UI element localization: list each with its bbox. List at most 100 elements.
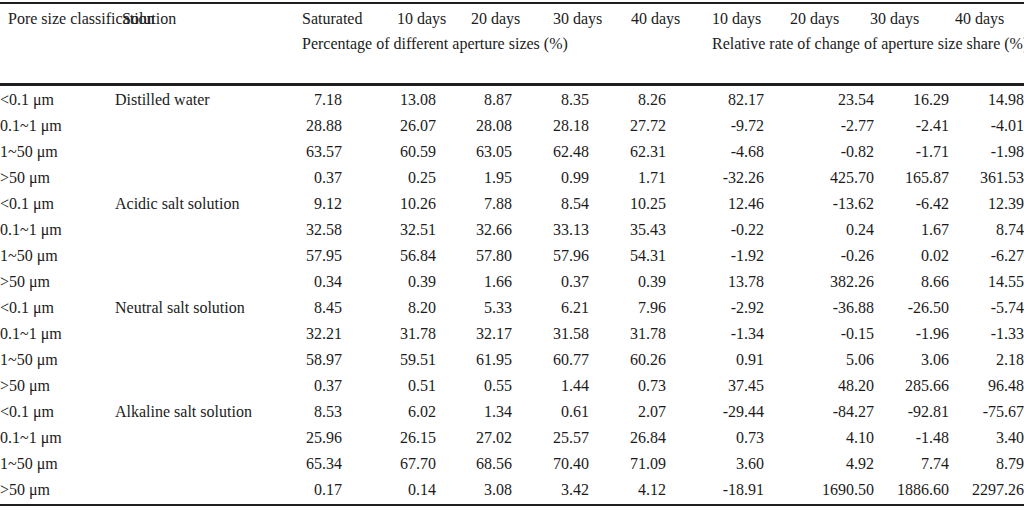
table-row: >50 μm 0.37 0.51 0.55 1.44 0.73 37.45 48…: [0, 373, 1024, 399]
column-header-20-days-rate: 20 days: [790, 9, 839, 28]
value-cell-30-days-rate: -6.42: [874, 191, 949, 217]
value-cell-saturated: 9.12: [295, 191, 342, 217]
value-cell-10-days-pct: 0.51: [342, 373, 436, 399]
table-row: 0.1~1 μm 32.21 31.78 32.17 31.58 31.78 -…: [0, 321, 1024, 347]
value-cell-40-days-rate: 14.98: [949, 87, 1024, 113]
value-cell-40-days-pct: 26.84: [589, 425, 666, 451]
value-cell-30-days-pct: 31.58: [512, 321, 589, 347]
solution-cell: [115, 165, 295, 191]
value-cell-10-days-pct: 0.39: [342, 269, 436, 295]
value-cell-20-days-pct: 0.55: [436, 373, 512, 399]
pore-size-cell: >50 μm: [0, 269, 115, 295]
pore-size-cell: 0.1~1 μm: [0, 425, 115, 451]
value-cell-40-days-rate: 8.74: [949, 217, 1024, 243]
value-cell-30-days-pct: 33.13: [512, 217, 589, 243]
value-cell-20-days-pct: 1.95: [436, 165, 512, 191]
header-separator-rule: [0, 83, 1024, 86]
value-cell-10-days-rate: -9.72: [666, 113, 764, 139]
value-cell-20-days-rate: 48.20: [764, 373, 874, 399]
value-cell-10-days-rate: 13.78: [666, 269, 764, 295]
value-cell-saturated: 58.97: [295, 347, 342, 373]
value-cell-saturated: 0.37: [295, 165, 342, 191]
table-bottom-rule: [0, 504, 1024, 506]
solution-cell: Neutral salt solution: [115, 295, 295, 321]
value-cell-40-days-pct: 8.26: [589, 87, 666, 113]
value-cell-40-days-pct: 2.07: [589, 399, 666, 425]
value-cell-30-days-pct: 0.37: [512, 269, 589, 295]
value-cell-30-days-pct: 8.35: [512, 87, 589, 113]
value-cell-40-days-rate: -5.74: [949, 295, 1024, 321]
column-header-saturated: Saturated: [302, 9, 362, 28]
value-cell-10-days-rate: 12.46: [666, 191, 764, 217]
value-cell-40-days-pct: 54.31: [589, 243, 666, 269]
pore-size-cell: 0.1~1 μm: [0, 321, 115, 347]
value-cell-10-days-rate: -1.92: [666, 243, 764, 269]
paper-table-page: Pore size classification Solution Satura…: [0, 0, 1024, 512]
value-cell-30-days-rate: 165.87: [874, 165, 949, 191]
value-cell-10-days-rate: -2.92: [666, 295, 764, 321]
table-row: >50 μm 0.37 0.25 1.95 0.99 1.71 -32.26 4…: [0, 165, 1024, 191]
value-cell-20-days-pct: 61.95: [436, 347, 512, 373]
value-cell-20-days-rate: -84.27: [764, 399, 874, 425]
table-row: 1~50 μm 65.34 67.70 68.56 70.40 71.09 3.…: [0, 451, 1024, 477]
value-cell-20-days-rate: -0.15: [764, 321, 874, 347]
value-cell-40-days-rate: -1.98: [949, 139, 1024, 165]
value-cell-10-days-rate: -32.26: [666, 165, 764, 191]
solution-cell: [115, 425, 295, 451]
value-cell-40-days-rate: 14.55: [949, 269, 1024, 295]
value-cell-10-days-pct: 60.59: [342, 139, 436, 165]
pore-size-cell: >50 μm: [0, 165, 115, 191]
value-cell-40-days-pct: 27.72: [589, 113, 666, 139]
value-cell-40-days-pct: 71.09: [589, 451, 666, 477]
pore-size-cell: >50 μm: [0, 373, 115, 399]
value-cell-30-days-pct: 1.44: [512, 373, 589, 399]
pore-size-cell: <0.1 μm: [0, 191, 115, 217]
value-cell-30-days-pct: 25.57: [512, 425, 589, 451]
value-cell-saturated: 25.96: [295, 425, 342, 451]
value-cell-saturated: 32.21: [295, 321, 342, 347]
value-cell-10-days-rate: 37.45: [666, 373, 764, 399]
solution-cell: [115, 243, 295, 269]
value-cell-saturated: 7.18: [295, 87, 342, 113]
value-cell-20-days-rate: -0.82: [764, 139, 874, 165]
pore-size-cell: <0.1 μm: [0, 87, 115, 113]
value-cell-30-days-rate: -1.48: [874, 425, 949, 451]
value-cell-20-days-pct: 5.33: [436, 295, 512, 321]
value-cell-40-days-pct: 0.39: [589, 269, 666, 295]
value-cell-30-days-pct: 57.96: [512, 243, 589, 269]
value-cell-30-days-pct: 70.40: [512, 451, 589, 477]
value-cell-40-days-rate: 96.48: [949, 373, 1024, 399]
pore-size-cell: 0.1~1 μm: [0, 113, 115, 139]
value-cell-30-days-rate: 7.74: [874, 451, 949, 477]
solution-cell: [115, 373, 295, 399]
solution-cell: [115, 451, 295, 477]
value-cell-40-days-rate: 361.53: [949, 165, 1024, 191]
pore-size-cell: 0.1~1 μm: [0, 217, 115, 243]
value-cell-10-days-rate: -4.68: [666, 139, 764, 165]
value-cell-40-days-rate: -4.01: [949, 113, 1024, 139]
value-cell-10-days-pct: 31.78: [342, 321, 436, 347]
value-cell-10-days-pct: 13.08: [342, 87, 436, 113]
table-row: 1~50 μm 63.57 60.59 63.05 62.48 62.31 -4…: [0, 139, 1024, 165]
value-cell-40-days-pct: 1.71: [589, 165, 666, 191]
value-cell-30-days-rate: 1886.60: [874, 477, 949, 503]
value-cell-10-days-pct: 10.26: [342, 191, 436, 217]
value-cell-10-days-rate: -18.91: [666, 477, 764, 503]
value-cell-40-days-rate: 3.40: [949, 425, 1024, 451]
pore-size-cell: <0.1 μm: [0, 295, 115, 321]
solution-cell: [115, 269, 295, 295]
table-row: <0.1 μm Neutral salt solution 8.45 8.20 …: [0, 295, 1024, 321]
data-table: <0.1 μm Distilled water 7.18 13.08 8.87 …: [0, 87, 1024, 503]
table-row: 1~50 μm 57.95 56.84 57.80 57.96 54.31 -1…: [0, 243, 1024, 269]
value-cell-10-days-rate: -1.34: [666, 321, 764, 347]
pore-size-column-header: Pore size classification: [8, 9, 114, 28]
value-cell-40-days-pct: 31.78: [589, 321, 666, 347]
value-cell-10-days-rate: 3.60: [666, 451, 764, 477]
table-row: <0.1 μm Alkaline salt solution 8.53 6.02…: [0, 399, 1024, 425]
value-cell-20-days-pct: 28.08: [436, 113, 512, 139]
value-cell-30-days-pct: 3.42: [512, 477, 589, 503]
table-row: <0.1 μm Distilled water 7.18 13.08 8.87 …: [0, 87, 1024, 113]
value-cell-saturated: 0.17: [295, 477, 342, 503]
value-cell-30-days-pct: 0.61: [512, 399, 589, 425]
table-row: 0.1~1 μm 28.88 26.07 28.08 28.18 27.72 -…: [0, 113, 1024, 139]
